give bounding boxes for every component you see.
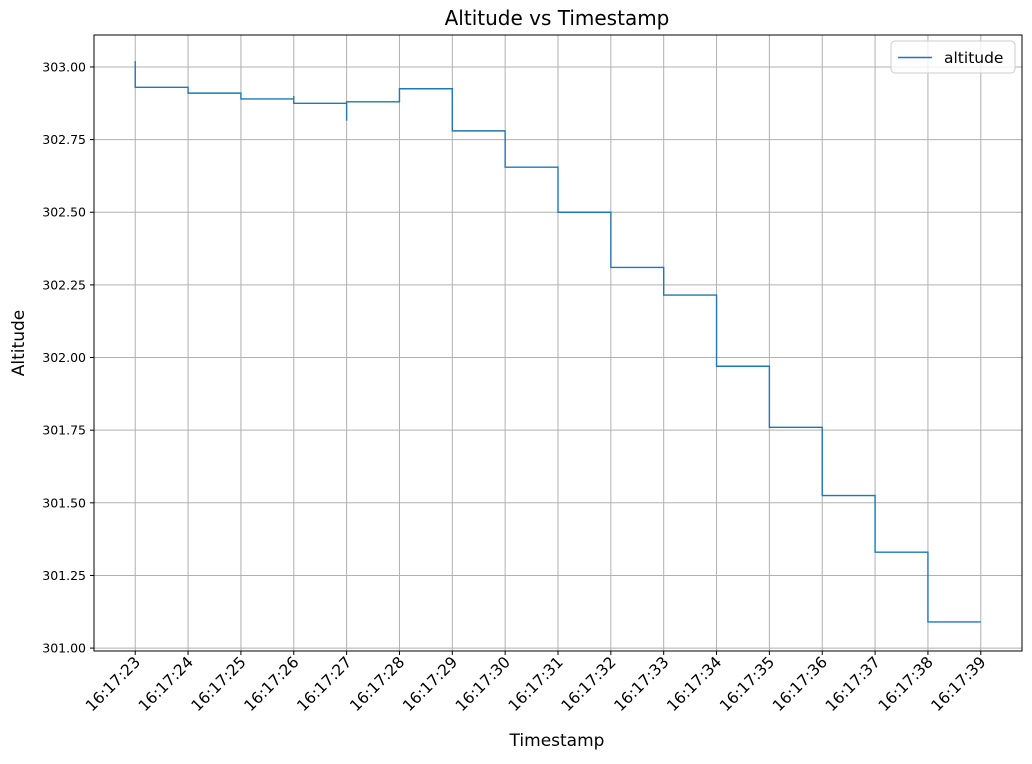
x-tick-label: 16:17:34	[663, 653, 725, 715]
y-tick-label: 301.25	[42, 568, 86, 583]
x-tick-label: 16:17:24	[135, 653, 197, 715]
y-tick-label: 303.00	[42, 59, 86, 74]
y-tick-label: 301.50	[42, 495, 86, 510]
chart-title: Altitude vs Timestamp	[445, 6, 670, 30]
legend-box	[890, 40, 1016, 74]
x-tick-label: 16:17:33	[611, 653, 673, 715]
x-tick-label: 16:17:38	[875, 653, 937, 715]
legend-label-altitude: altitude	[944, 49, 1003, 67]
x-tick-label: 16:17:31	[505, 653, 567, 715]
x-tick-label: 16:17:37	[822, 653, 884, 715]
x-tick-label: 16:17:39	[928, 653, 990, 715]
x-tick-label: 16:17:32	[558, 653, 620, 715]
y-tick-label: 302.00	[42, 350, 86, 365]
x-tick-label: 16:17:36	[769, 653, 831, 715]
x-tick-label: 16:17:29	[399, 653, 461, 715]
y-axis-label: Altitude	[9, 310, 29, 376]
y-tick-label: 302.50	[42, 205, 86, 220]
y-tick-label: 301.75	[42, 423, 86, 438]
series-layer	[134, 61, 981, 623]
x-tick-label: 16:17:23	[82, 653, 144, 715]
x-tick-label: 16:17:25	[188, 653, 250, 715]
y-tick-label: 302.25	[42, 277, 86, 292]
series-line-altitude	[134, 61, 981, 623]
legend: altitude	[890, 40, 1016, 74]
axis-ticks	[90, 66, 982, 655]
grid	[94, 35, 1022, 651]
y-tick-label: 302.75	[42, 132, 86, 147]
tick-labels: 301.00 301.25 301.50 301.75 302.00 302.25 302.…	[42, 59, 989, 715]
x-axis-label: Timestamp	[509, 731, 605, 751]
x-tick-label: 16:17:30	[452, 653, 514, 715]
x-tick-label: 16:17:27	[293, 653, 355, 715]
x-tick-label: 16:17:35	[716, 653, 778, 715]
y-tick-label: 301.00	[42, 641, 86, 656]
x-tick-label: 16:17:28	[346, 653, 408, 715]
x-tick-label: 16:17:26	[241, 653, 303, 715]
